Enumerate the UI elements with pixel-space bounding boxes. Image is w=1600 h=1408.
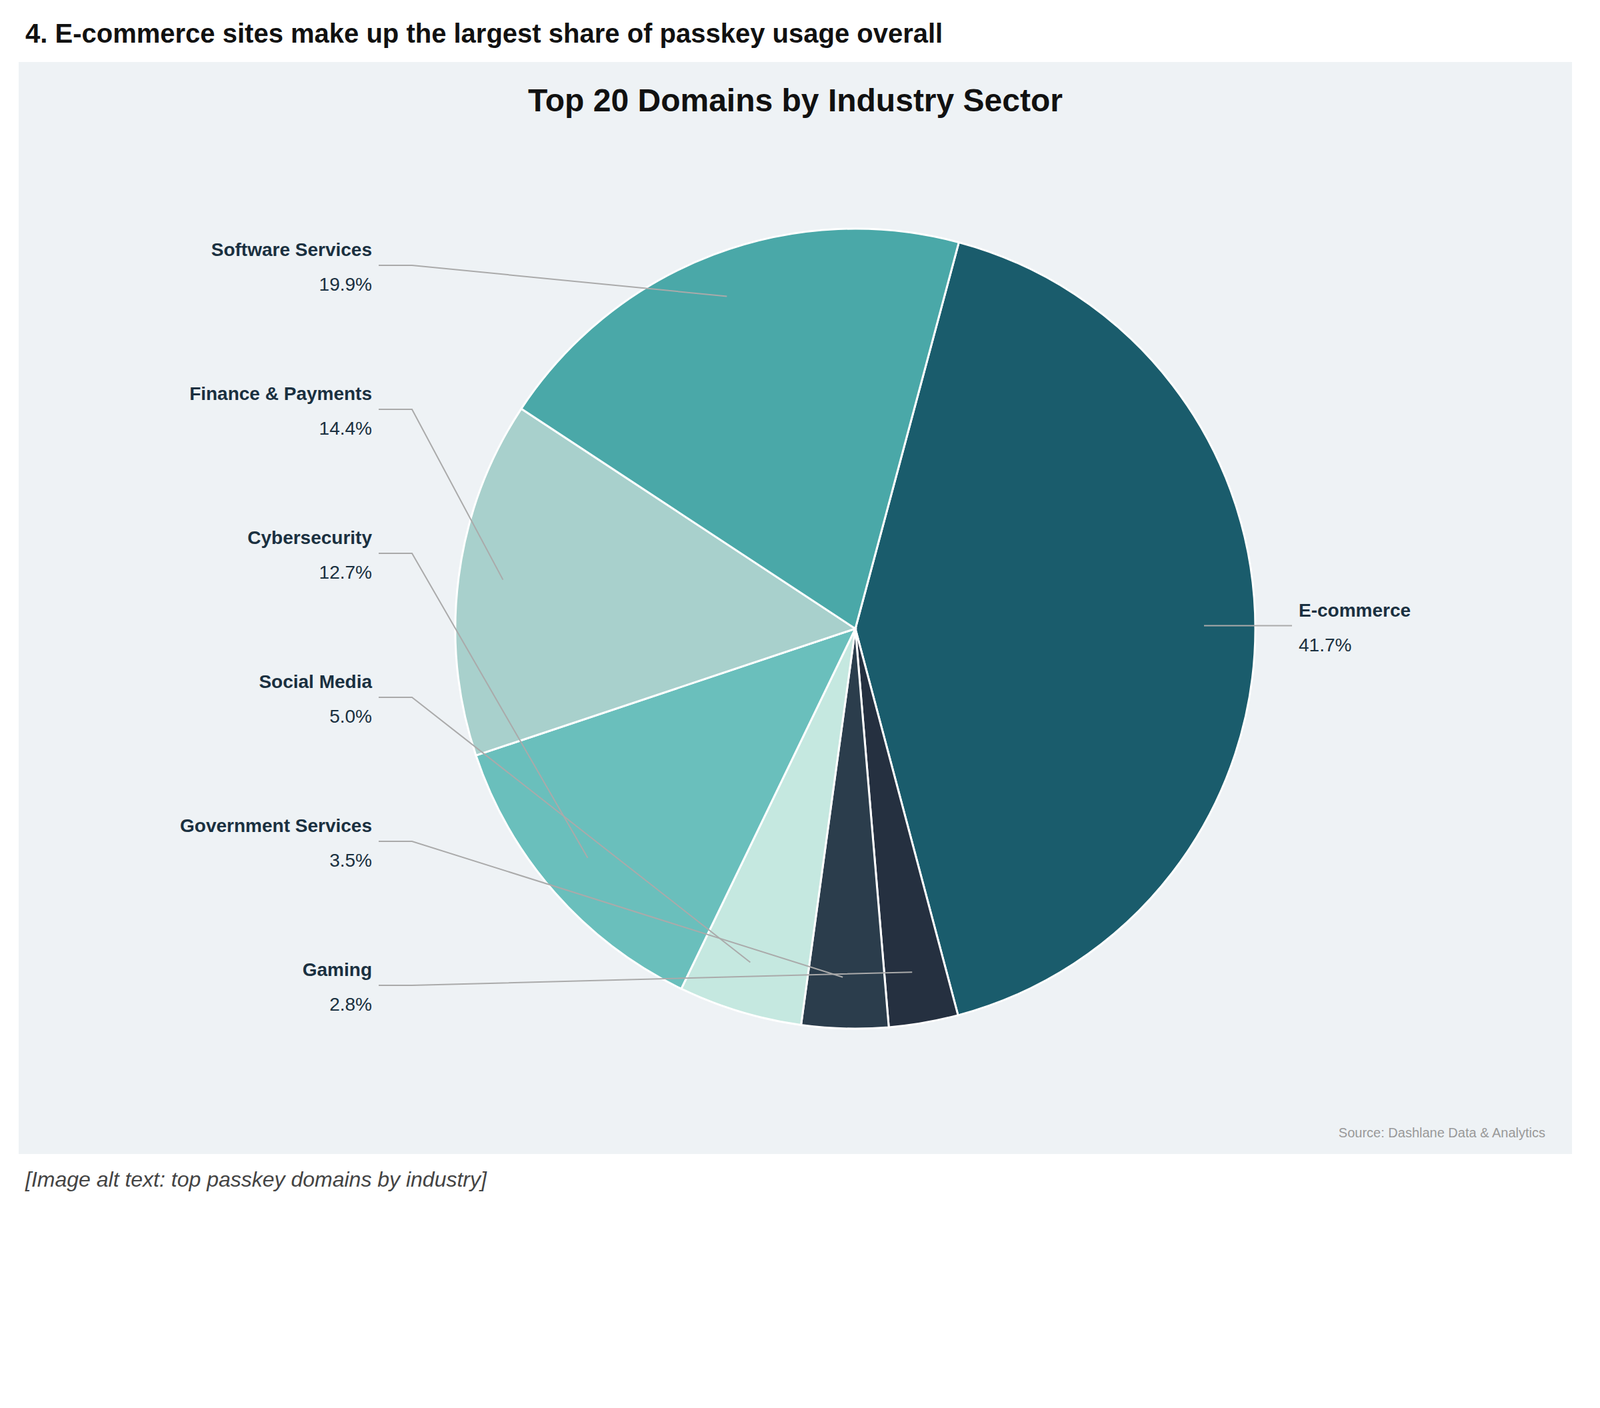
- svg-text:14.4%: 14.4%: [319, 418, 372, 439]
- svg-text:41.7%: 41.7%: [1298, 634, 1352, 656]
- html-text:[Image alt text: top passkey d: [Image alt text: top passkey domains by …: [25, 1167, 487, 1192]
- svg-text:Cybersecurity: Cybersecurity: [247, 527, 372, 548]
- html-text:Source: Dashlane Data & Analyt: Source: Dashlane Data & Analytics: [1338, 1125, 1546, 1140]
- svg-text:3.5%: 3.5%: [329, 850, 372, 871]
- svg-text:E-commerce: E-commerce: [1298, 600, 1411, 621]
- svg-text:19.9%: 19.9%: [319, 274, 372, 295]
- svg-text:5.0%: 5.0%: [329, 706, 372, 727]
- html-text:Top 20 Domains by Industry Sec: Top 20 Domains by Industry Sector: [528, 82, 1063, 118]
- svg-text:Social Media: Social Media: [258, 671, 372, 692]
- svg-text:2.8%: 2.8%: [329, 994, 372, 1015]
- svg-text:Gaming: Gaming: [302, 959, 372, 980]
- svg-text:Finance & Payments: Finance & Payments: [189, 383, 372, 404]
- svg-text:12.7%: 12.7%: [319, 562, 372, 583]
- html-text:4. E-commerce sites make up th: 4. E-commerce sites make up the largest …: [25, 18, 943, 48]
- svg-text:Software Services: Software Services: [211, 239, 372, 260]
- svg-text:Government Services: Government Services: [180, 815, 372, 836]
